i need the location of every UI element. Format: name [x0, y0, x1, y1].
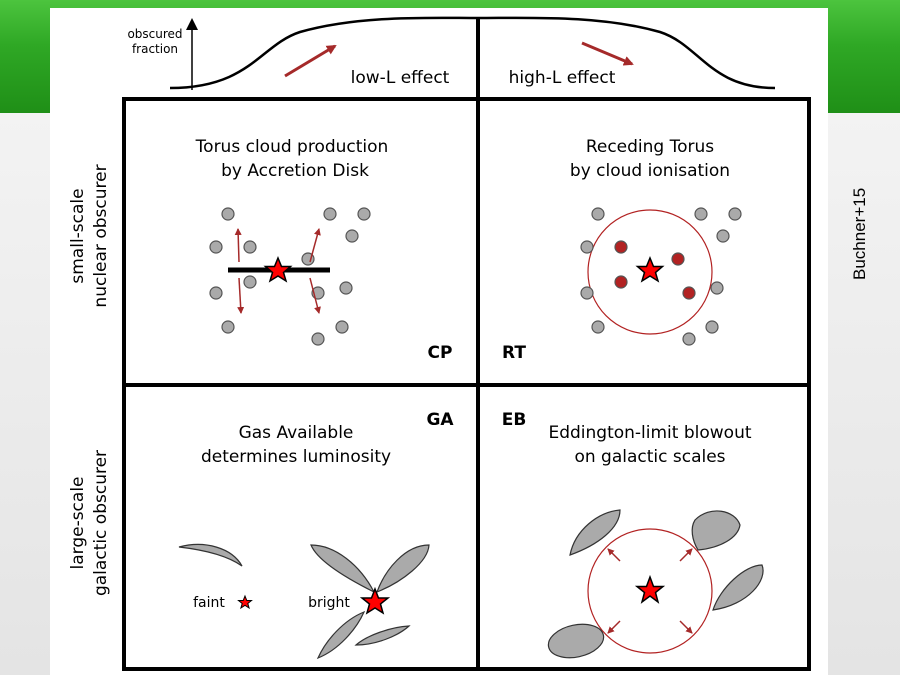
ionisation-circle: [587, 209, 713, 335]
obscured-fraction-line: [169, 16, 776, 90]
cp-title-line2: by Accretion Disk: [221, 161, 369, 181]
low-l-effect-label: low-L effect: [351, 68, 450, 88]
bright-agn-star-icon: [359, 586, 391, 615]
row-label-top-line1: small-scale: [68, 188, 88, 283]
eb-title-line2: on galactic scales: [574, 447, 725, 467]
rt-code: RT: [502, 343, 526, 363]
ga-gas-clouds: [178, 543, 430, 660]
rt-title-line1: Receding Torus: [586, 137, 714, 157]
high-l-effect-label: high-L effect: [509, 68, 616, 88]
blowout-circle: [587, 528, 713, 654]
low-l-trend-arrow-icon: [284, 44, 337, 78]
ga-title-line2: determines luminosity: [201, 447, 391, 467]
panel-cp: Torus cloud production by Accretion Disk…: [195, 137, 453, 363]
rt-clouds: [580, 207, 742, 346]
row-label-top-line2: nuclear obscurer: [91, 164, 111, 307]
rt-ionised-clouds: [614, 240, 696, 300]
ga-title-line1: Gas Available: [239, 423, 354, 443]
eb-title-line1: Eddington-limit blowout: [548, 423, 751, 443]
axis-label-line2: fraction: [132, 42, 178, 56]
eb-blowout-arrows: [607, 548, 693, 634]
axis-arrow-head-icon: [186, 18, 198, 30]
row-label-bottom-line2: galactic obscurer: [91, 450, 111, 596]
panel-grid: [122, 97, 811, 671]
faint-agn-star-icon: [237, 594, 253, 610]
agn-star-icon: [634, 574, 666, 604]
agn-star-icon: [635, 256, 665, 283]
panel-ga: Gas Available determines luminosity GA f…: [178, 410, 454, 660]
row-label-bottom-line1: large-scale: [68, 476, 88, 569]
cp-code: CP: [428, 343, 453, 363]
high-l-trend-arrow-icon: [581, 41, 634, 66]
panel-rt: Receding Torus by cloud ionisation RT: [502, 137, 742, 363]
cp-outflow-arrows: [234, 228, 321, 314]
eb-code: EB: [502, 410, 527, 430]
ga-code: GA: [426, 410, 454, 430]
axis-label-line1: obscured: [127, 27, 182, 41]
cp-clouds: [209, 207, 371, 346]
cp-title-line1: Torus cloud production: [195, 137, 389, 157]
bright-label: bright: [308, 595, 350, 611]
panel-eb: Eddington-limit blowout on galactic scal…: [502, 410, 764, 659]
rt-title-line2: by cloud ionisation: [570, 161, 730, 181]
eb-gas-clouds: [547, 509, 764, 659]
citation-label: Buchner+15: [850, 187, 869, 280]
faint-label: faint: [193, 595, 225, 611]
agn-star-icon: [263, 256, 293, 283]
slide-area: [50, 8, 828, 675]
obscured-fraction-curve: obscured fraction low-L effect high-L ef…: [127, 16, 776, 98]
